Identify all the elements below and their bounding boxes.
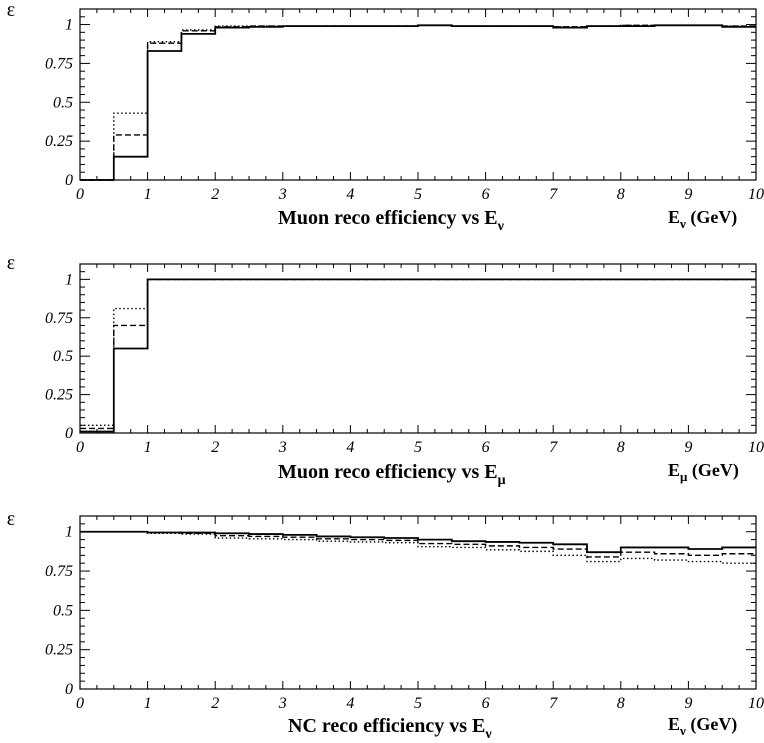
series-solid-line	[80, 24, 756, 181]
x-axis-label: Eμ (GeV)	[668, 460, 739, 484]
x-tick-label: 6	[482, 695, 490, 712]
y-tick-label: 0.75	[45, 310, 73, 327]
x-tick-label: 7	[549, 186, 558, 203]
y-axis-label: ε	[7, 0, 15, 21]
y-tick-label: 0	[65, 681, 73, 698]
chart-panel-3: 0 1 2 3 4 5 6 7 8 9 10 0 0.25 0.5 0.75 1 ε NC reco effici…	[7, 508, 764, 742]
x-tick-label: 2	[211, 695, 219, 712]
chart-panel-1: 0 1 2 3 4 5 6 7 8 9 10 0 0.25 0.5 0.75 1 ε Muon reco effi…	[7, 0, 764, 234]
x-tick-label: 9	[684, 439, 692, 456]
y-axis-label: ε	[7, 252, 15, 274]
x-axis-label: Eν (GeV)	[668, 207, 737, 231]
x-tick-label: 0	[76, 439, 84, 456]
chart-panel-2: 0 1 2 3 4 5 6 7 8 9 10 0 0.25 0.5 0.75 1 ε Muon reco effi…	[7, 252, 764, 488]
x-tick-label: 8	[617, 439, 625, 456]
x-tick-label: 1	[144, 439, 152, 456]
series-dashed-line	[80, 278, 756, 430]
y-tick-label: 0.25	[45, 642, 73, 659]
x-tick-label: 5	[414, 439, 422, 456]
x-tick-label: 10	[748, 439, 764, 456]
y-tick-label: 0.5	[53, 602, 73, 619]
panel-title: Muon reco efficiency vs Eν	[278, 207, 505, 234]
y-axis-label: ε	[7, 508, 15, 530]
x-tick-label: 4	[346, 186, 354, 203]
x-tick-label: 8	[617, 695, 625, 712]
x-tick-label: 3	[278, 695, 287, 712]
x-tick-label: 0	[76, 186, 84, 203]
x-tick-label: 9	[684, 186, 692, 203]
series-dotted-line	[80, 531, 756, 564]
y-tick-label: 0	[65, 425, 73, 442]
x-tick-label: 2	[211, 186, 219, 203]
x-tick-label: 2	[211, 439, 219, 456]
x-tick-label: 0	[76, 695, 84, 712]
x-tick-label: 5	[414, 186, 422, 203]
x-tick-label: 6	[482, 439, 490, 456]
x-tick-label: 10	[748, 186, 764, 203]
series-dotted-line	[80, 278, 756, 427]
x-tick-label: 4	[346, 695, 354, 712]
panel-title: NC reco efficiency vs Eν	[288, 715, 492, 742]
x-tick-label: 1	[144, 186, 152, 203]
series-solid-line	[80, 278, 756, 433]
y-tick-label: 0.75	[45, 563, 73, 580]
y-tick-label: 1	[65, 524, 73, 541]
y-tick-label: 1	[65, 271, 73, 288]
x-tick-label: 6	[482, 186, 490, 203]
panel-title: Muon reco efficiency vs Eμ	[278, 461, 506, 488]
series-dotted-line	[80, 24, 756, 181]
y-tick-label: 0	[65, 172, 73, 189]
x-tick-label: 4	[346, 439, 354, 456]
x-tick-label: 10	[748, 695, 764, 712]
x-tick-label: 3	[278, 439, 287, 456]
x-tick-label: 8	[617, 186, 625, 203]
y-tick-label: 0.75	[45, 55, 73, 72]
y-tick-label: 0.25	[45, 387, 73, 404]
x-tick-label: 7	[549, 439, 558, 456]
y-tick-label: 0.5	[53, 348, 73, 365]
x-tick-label: 7	[549, 695, 558, 712]
x-tick-label: 5	[414, 695, 422, 712]
y-tick-label: 0.5	[53, 94, 73, 111]
plot-frame	[79, 263, 757, 434]
series-solid-line	[80, 530, 756, 554]
y-tick-label: 1	[65, 17, 73, 34]
x-axis-label: Eν (GeV)	[668, 714, 737, 738]
x-tick-label: 1	[144, 695, 152, 712]
series-dashed-line	[80, 531, 756, 558]
x-tick-label: 3	[278, 186, 287, 203]
x-tick-label: 9	[684, 695, 692, 712]
y-tick-label: 0.25	[45, 133, 73, 150]
plot-frame	[79, 515, 757, 690]
